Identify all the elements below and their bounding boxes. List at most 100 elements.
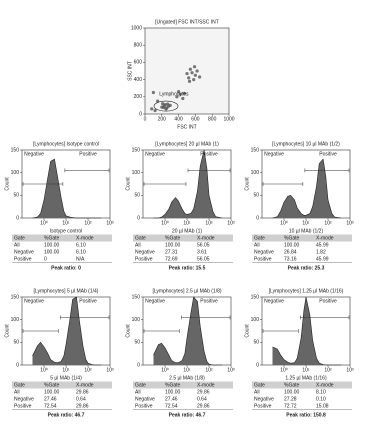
y-tick-label: 100 bbox=[132, 170, 141, 176]
peak-ratio: Peak ratio: 46.7 bbox=[48, 412, 85, 418]
peak-ratio: Peak ratio: 150.8 bbox=[286, 412, 326, 418]
y-tick-label: 150 bbox=[132, 294, 141, 300]
table-cell: Positive bbox=[254, 256, 272, 262]
point bbox=[198, 75, 202, 79]
y-tick-label: 0 bbox=[16, 215, 19, 221]
table-cell: 45.99 bbox=[316, 242, 329, 248]
point bbox=[195, 69, 199, 73]
table-cell: 15.08 bbox=[316, 403, 329, 409]
table-header: %Gate bbox=[44, 235, 60, 241]
table-header: X-mode bbox=[76, 382, 94, 388]
point bbox=[188, 67, 192, 71]
x-axis-label: 1.25 µl MAb (1/16) bbox=[285, 375, 327, 381]
table-cell: 100.00 bbox=[44, 389, 60, 395]
table-cell: 27.31 bbox=[165, 249, 178, 255]
table-cell: Positive bbox=[135, 403, 153, 409]
y-tick-label: 100 bbox=[11, 170, 20, 176]
gate-marker bbox=[60, 315, 110, 320]
point bbox=[193, 73, 197, 77]
point bbox=[178, 92, 182, 96]
gate-marker bbox=[143, 182, 187, 186]
peak-ratio: Peak ratio: 15.5 bbox=[169, 265, 206, 271]
y-axis-label: Count bbox=[4, 324, 10, 338]
table-header-bg bbox=[12, 234, 112, 242]
gate-marker bbox=[187, 168, 231, 173]
table-header: %Gate bbox=[284, 382, 300, 388]
table-cell: All bbox=[14, 242, 20, 248]
table-cell: 100.00 bbox=[165, 389, 181, 395]
y-tick-label: 400 bbox=[134, 77, 143, 83]
y-tick-label: 100 bbox=[251, 317, 260, 323]
table-header: Gate bbox=[14, 382, 25, 388]
table-cell: All bbox=[254, 389, 260, 395]
table-cell: 6.10 bbox=[76, 249, 86, 255]
table-cell: All bbox=[135, 389, 141, 395]
x-tick-label: 10¹ bbox=[62, 220, 70, 226]
x-tick-label: 10⁰ bbox=[161, 367, 169, 373]
table-cell: Negative bbox=[14, 396, 34, 402]
table-header: Gate bbox=[254, 382, 265, 388]
x-tick-label: 10¹ bbox=[302, 367, 310, 373]
table-header-bg bbox=[252, 234, 352, 242]
x-tick-label: 600 bbox=[191, 116, 200, 122]
point bbox=[192, 65, 197, 69]
table-cell: 8.10 bbox=[316, 389, 326, 395]
y-tick-label: 150 bbox=[251, 147, 260, 153]
gate-label: Lymphocytes bbox=[159, 92, 189, 98]
point bbox=[168, 103, 172, 107]
table-header: X-mode bbox=[197, 235, 215, 241]
x-tick-label: 10² bbox=[324, 367, 332, 373]
table-cell: Positive bbox=[135, 256, 153, 262]
table-cell: Negative bbox=[135, 249, 155, 255]
x-tick-label: 10² bbox=[205, 220, 213, 226]
gate-label: Positive bbox=[200, 298, 218, 304]
area-fill bbox=[272, 159, 342, 218]
point bbox=[192, 78, 196, 82]
point bbox=[175, 95, 179, 99]
plot-frame bbox=[144, 27, 230, 115]
x-axis-label: FSC INT bbox=[177, 124, 196, 130]
point bbox=[177, 90, 181, 94]
gate-label: Positive bbox=[79, 151, 97, 157]
gate-label: Negative bbox=[145, 151, 165, 157]
table-cell: 26.84 bbox=[284, 249, 297, 255]
table-header: X-mode bbox=[76, 235, 94, 241]
gate-label: Negative bbox=[264, 298, 284, 304]
area-fill bbox=[272, 297, 342, 365]
x-tick-label: 10⁰ bbox=[40, 220, 48, 226]
chart-title: [Lymphocytes] 1.25 µl MAb (1/16) bbox=[269, 288, 344, 294]
gate-label: Negative bbox=[24, 298, 44, 304]
x-axis-label: 2.5 µl MAb (1/8) bbox=[169, 375, 205, 381]
table-cell: 27.28 bbox=[284, 396, 297, 402]
y-tick-label: 800 bbox=[134, 43, 143, 49]
x-tick-label: 10⁰ bbox=[161, 220, 169, 226]
y-tick-label: 0 bbox=[256, 215, 259, 221]
chart-title: [Lymphocytes] 20 µl MAb (1) bbox=[155, 141, 219, 147]
area-fill bbox=[153, 150, 223, 218]
table-header: %Gate bbox=[165, 235, 181, 241]
point bbox=[161, 105, 166, 110]
y-tick-label: 0 bbox=[137, 215, 140, 221]
histogram-line bbox=[272, 158, 342, 219]
table-header: %Gate bbox=[165, 382, 181, 388]
x-tick-label: 10¹ bbox=[183, 367, 191, 373]
gate-label: Negative bbox=[145, 298, 165, 304]
x-tick-label: 10³ bbox=[227, 367, 235, 373]
point bbox=[151, 90, 155, 95]
histogram-line bbox=[153, 149, 223, 219]
table-cell: 0.64 bbox=[197, 396, 207, 402]
table-header-bg bbox=[252, 381, 352, 389]
x-tick-label: 10³ bbox=[346, 367, 354, 373]
x-axis-label: 5 µl MAb (1/4) bbox=[50, 375, 82, 381]
point bbox=[161, 102, 165, 106]
histogram-line bbox=[32, 158, 102, 219]
table-cell: 0.64 bbox=[76, 396, 86, 402]
x-tick-label: 10³ bbox=[106, 220, 114, 226]
gate-ellipse bbox=[153, 100, 179, 112]
x-tick-label: 10¹ bbox=[302, 220, 310, 226]
y-tick-label: 0 bbox=[137, 362, 140, 368]
gate-marker bbox=[262, 329, 299, 333]
gate-label: Positive bbox=[319, 151, 337, 157]
y-tick-label: 200 bbox=[134, 94, 143, 100]
